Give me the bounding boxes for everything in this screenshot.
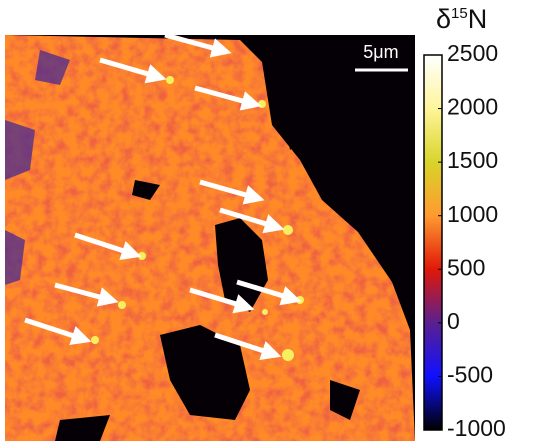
symbol: δ <box>436 4 451 34</box>
tick-label: -500 <box>447 362 493 388</box>
scale-bar-label: 5μm <box>363 42 398 62</box>
isotope-map: 5μm <box>5 35 415 441</box>
colorbar-gradient <box>424 55 442 430</box>
page: 5μm δ15N 25002000150010005000-500-1000 (… <box>0 0 533 443</box>
colorbar: 2500 2000 1500 1000 500 0 -500 -1000 <box>424 40 506 441</box>
superscript: 15 <box>451 5 468 22</box>
element: N <box>468 4 488 34</box>
tick-label: 500 <box>447 254 485 280</box>
tick-label: 0 <box>447 308 460 334</box>
figure: 5μm δ15N 2500 2000 1500 1000 500 0 -500 -1000 <box>0 0 533 443</box>
tick-label: 1500 <box>447 147 498 173</box>
tick-label: 2000 <box>447 94 498 120</box>
colorbar-title: δ15N <box>436 4 487 34</box>
tick-label: 2500 <box>447 40 498 66</box>
tick-label: 1000 <box>447 201 498 227</box>
tick-label: -1000 <box>447 415 506 441</box>
